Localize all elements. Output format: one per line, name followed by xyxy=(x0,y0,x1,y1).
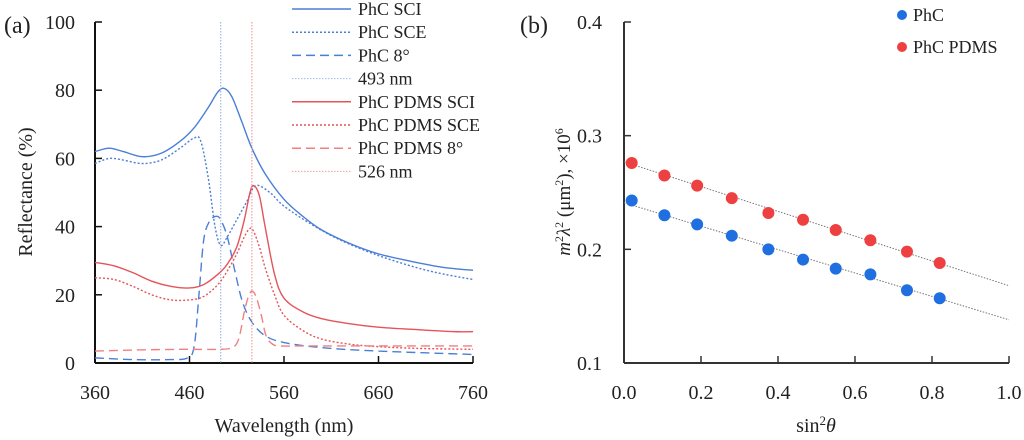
legend-label: PhC SCI xyxy=(358,0,422,19)
point-phc xyxy=(933,292,946,305)
trendline-phc xyxy=(623,202,1010,321)
panel-b-x-tick-label: 1.0 xyxy=(997,382,1022,404)
panel-a-x-tick-label: 560 xyxy=(269,382,299,404)
legend-marker xyxy=(897,42,907,52)
point-phc xyxy=(691,218,704,231)
panel-b-x-tick-label: 0.0 xyxy=(612,382,637,404)
point-phc-pdms xyxy=(625,156,638,169)
panel-a-series-phc-8 xyxy=(94,215,474,361)
panel-a-x-tick-label: 460 xyxy=(175,382,205,404)
point-phc xyxy=(900,284,913,297)
legend-label: 493 nm xyxy=(358,69,413,89)
panel-a-series-phc-sci xyxy=(94,87,474,271)
panel-b-legend: PhC PhC PDMS xyxy=(897,5,998,57)
panel-b-label: (b) xyxy=(520,13,548,39)
point-phc-pdms xyxy=(725,192,738,205)
panel-b-x-tick-label: 0.6 xyxy=(843,382,868,404)
panel-b-x-tick-label: 0.4 xyxy=(766,382,791,404)
panel-b-ylabel: m2λ2 (μm2), ×106 xyxy=(552,128,575,256)
panel-a-legend: PhC SCI PhC SCE PhC 8° 493 nm PhC PDMS SCI Ph… xyxy=(292,0,480,181)
point-phc-pdms xyxy=(797,213,810,226)
panel-a-y-tick-label: 20 xyxy=(55,285,75,307)
point-phc xyxy=(864,268,877,281)
panel-b-y-tick-label: 0.1 xyxy=(577,353,602,375)
point-phc xyxy=(797,253,810,266)
panel-b-x-tick-label: 0.8 xyxy=(920,382,945,404)
panel-a-y-tick-label: 60 xyxy=(55,148,75,170)
panel-a-series xyxy=(94,22,474,363)
panel-a-y-tick-label: 80 xyxy=(55,80,75,102)
panel-a-y-tick-label: 0 xyxy=(65,353,75,375)
panel-a-x-tick-label: 760 xyxy=(458,382,488,404)
panel-a-xlabel: Wavelength (nm) xyxy=(215,415,354,437)
legend-label: PhC PDMS SCI xyxy=(358,92,475,112)
panel-b-series xyxy=(623,156,1010,321)
point-phc-pdms xyxy=(658,169,671,182)
panel-a-label: (a) xyxy=(4,13,31,39)
point-phc-pdms xyxy=(829,224,842,237)
panel-b-xlabel: sin2θ xyxy=(796,413,836,437)
point-phc xyxy=(625,194,638,207)
trendline-phc-pdms xyxy=(623,161,1010,287)
panel-a-series-phc-pdms-8 xyxy=(94,290,473,352)
point-phc xyxy=(725,229,738,242)
point-phc xyxy=(762,243,775,256)
panel-a-series-phc-pdms-sce xyxy=(94,227,474,351)
point-phc xyxy=(658,209,671,222)
legend-marker xyxy=(897,10,907,20)
panel-b-y-tick-label: 0.2 xyxy=(577,239,602,261)
legend-label: PhC PDMS xyxy=(913,37,998,57)
panel-a-ylabel: Reflectance (%) xyxy=(15,127,37,256)
legend-label: PhC PDMS SCE xyxy=(358,115,480,135)
point-phc-pdms xyxy=(691,179,704,192)
legend-label: 526 nm xyxy=(358,161,413,181)
panel-b-axes: 0.1 0.2 0.3 0.4 0.0 0.2 0.4 0.6 0.8 1.0 xyxy=(577,12,1022,404)
panel-a-axes: 0 20 40 60 80 100 360 460 560 660 760 xyxy=(45,12,488,404)
legend-label: PhC PDMS 8° xyxy=(358,138,463,158)
legend-label: PhC xyxy=(913,5,944,25)
point-phc-pdms xyxy=(933,256,946,269)
panel-a-y-tick-label: 40 xyxy=(55,217,75,239)
panel-b-y-tick-label: 0.4 xyxy=(577,12,602,34)
panel-a-y-tick-label: 100 xyxy=(45,12,75,34)
point-phc xyxy=(829,262,842,275)
panel-a-x-tick-label: 360 xyxy=(80,382,110,404)
panel-b-x-tick-label: 0.2 xyxy=(689,382,714,404)
point-phc-pdms xyxy=(762,206,775,219)
legend-label: PhC SCE xyxy=(358,22,427,42)
point-phc-pdms xyxy=(900,245,913,258)
legend-label: PhC 8° xyxy=(358,45,410,65)
panel-a-series-phc-pdms-sci xyxy=(94,184,474,333)
panel-a-x-tick-label: 660 xyxy=(364,382,394,404)
point-phc-pdms xyxy=(864,234,877,247)
panel-b-y-tick-label: 0.3 xyxy=(577,126,602,148)
